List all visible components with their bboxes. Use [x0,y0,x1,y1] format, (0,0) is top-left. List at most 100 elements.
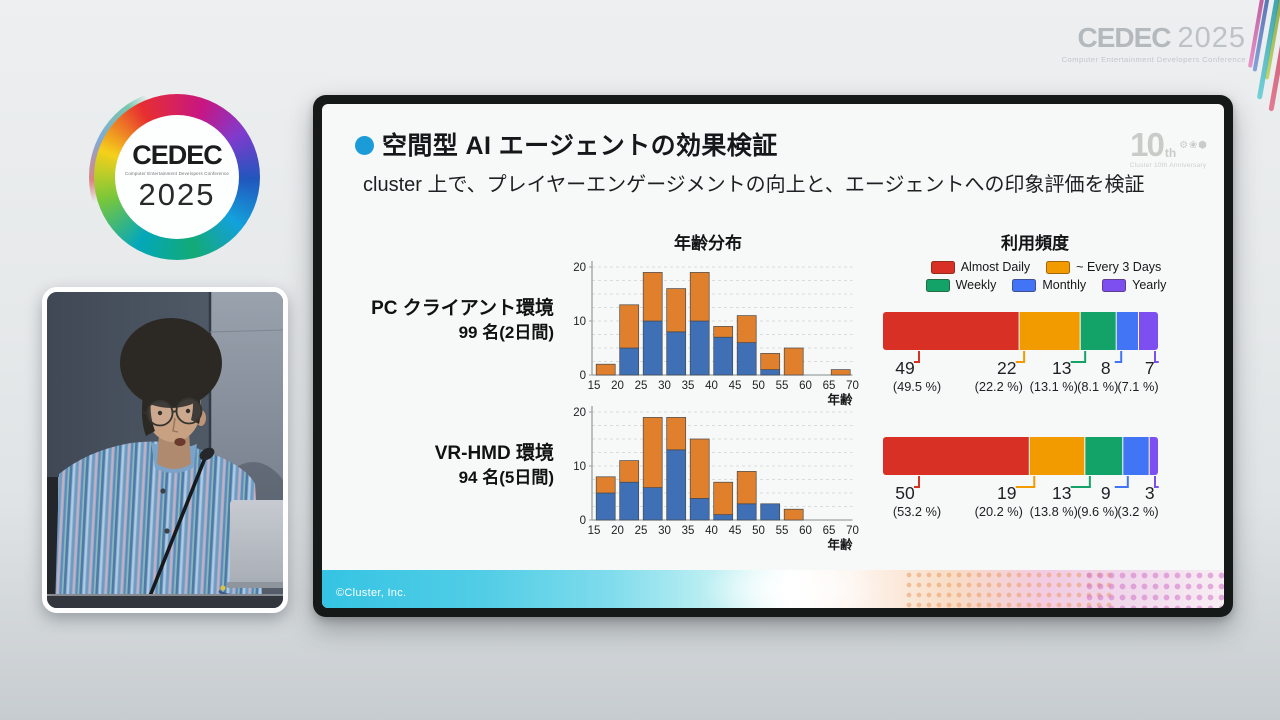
paint-streaks-decoration [1242,0,1280,140]
svg-text:15: 15 [588,525,601,537]
frequency-legend: Almost Daily ~ Every 3 Days Weekly Monthly… [874,260,1218,296]
svg-text:22: 22 [997,358,1016,378]
row-label-pc-title: PC クライアント環境 [371,298,554,319]
svg-text:50: 50 [752,525,765,537]
svg-text:0: 0 [580,370,586,382]
cedec-2025-logo: CEDEC Computer Entertainment Developers … [89,89,265,265]
svg-text:(8.1 %): (8.1 %) [1077,379,1118,394]
svg-text:(49.5 %): (49.5 %) [893,379,941,394]
legend-swatch-icon [930,260,955,274]
svg-text:15: 15 [588,380,601,392]
footer-dots-decoration [1084,570,1224,608]
svg-text:50: 50 [895,483,915,503]
svg-text:8: 8 [1101,358,1111,378]
svg-text:25: 25 [635,380,648,392]
svg-text:20: 20 [611,380,624,392]
slide-footer: ©Cluster, Inc. [322,570,1224,608]
svg-text:10: 10 [573,461,586,473]
speaker-scene [47,292,283,608]
svg-text:7: 7 [1145,358,1155,378]
legend-item: ~ Every 3 Days [1046,260,1161,274]
svg-text:10: 10 [573,316,586,328]
usage-frequency-bar-pc: 49(49.5 %) 22(22.2 %) 13(13.1 %) 8(8.1 %) 7(… [883,312,1159,394]
watermark-subtitle: Computer Entertainment Developers Confer… [1061,55,1246,64]
copyright: ©Cluster, Inc. [336,587,407,599]
svg-text:3: 3 [1145,483,1155,503]
column-header-age: 年齢分布 [674,234,742,253]
anniversary-number: 10 [1130,126,1165,163]
svg-text:65: 65 [823,380,836,392]
svg-text:0: 0 [580,515,586,527]
row-label-vr: VR-HMD 環境 94 名(5日間) [330,441,554,489]
row-label-vr-title: VR-HMD 環境 [434,443,554,464]
legend-label: ~ Every 3 Days [1076,260,1162,274]
legend-item: Weekly [925,278,997,292]
footer-dots-decoration [904,570,1114,608]
legend-swatch-icon [1046,260,1071,274]
legend-swatch-icon [925,278,950,292]
legend-label: Monthly [1042,278,1087,292]
svg-text:30: 30 [658,525,671,537]
speaker-video [42,287,288,613]
desk [47,596,283,608]
legend-swatch-icon [1102,278,1127,292]
footer-glow-decoration [702,570,882,608]
legend-swatch-icon [1012,278,1037,292]
svg-text:13: 13 [1052,483,1071,503]
svg-text:35: 35 [682,380,695,392]
legend-item: Almost Daily [930,260,1031,274]
svg-text:40: 40 [705,380,718,392]
slide-title: 空間型 AI エージェントの効果検証 [382,132,778,160]
cedec-2025-watermark: CEDEC 2025 Computer Entertainment Develo… [1062,24,1246,64]
svg-text:年齢: 年齢 [827,537,853,552]
logo-subtitle: Computer Entertainment Developers Confer… [125,171,229,177]
row-label-vr-sub: 94 名(5日間) [458,468,554,487]
laptop-left [47,477,59,598]
svg-text:35: 35 [682,525,695,537]
legend-item: Monthly [1012,278,1086,292]
svg-text:年齢: 年齢 [827,392,853,407]
legend-item: Yearly [1102,278,1166,292]
svg-text:60: 60 [799,525,812,537]
svg-text:(7.1 %): (7.1 %) [1117,379,1158,394]
speaker-person [55,318,263,608]
microphone [148,447,215,597]
svg-text:20: 20 [573,407,586,419]
usage-frequency-bar-vr: 50(53.2 %) 19(20.2 %) 13(13.8 %) 9(9.6 %) 3(… [883,437,1159,519]
anniversary-th: th [1164,146,1177,160]
legend-label: Weekly [955,278,997,292]
svg-text:20: 20 [573,262,586,274]
svg-text:70: 70 [846,525,859,537]
legend-label: Almost Daily [960,260,1031,274]
logo-year: 2025 [138,177,216,213]
column-header-frequency: 利用頻度 [1001,234,1069,253]
svg-text:25: 25 [635,525,648,537]
svg-text:(20.2 %): (20.2 %) [975,504,1023,519]
watermark-cedec: CEDEC [1077,22,1171,53]
svg-text:(13.1 %): (13.1 %) [1030,379,1078,394]
svg-text:45: 45 [729,380,742,392]
row-label-pc-sub: 99 名(2日間) [458,323,554,342]
svg-text:(3.2 %): (3.2 %) [1117,504,1158,519]
svg-text:49: 49 [895,358,914,378]
svg-text:9: 9 [1101,483,1111,503]
svg-text:50: 50 [752,380,765,392]
svg-text:13: 13 [1052,358,1071,378]
presentation-slide: 空間型 AI エージェントの効果検証 cluster 上で、プレイヤーエンゲージ… [313,95,1233,617]
svg-text:30: 30 [658,380,671,392]
svg-text:55: 55 [776,380,789,392]
watermark-year: 2025 [1177,22,1246,54]
legend-label: Yearly [1132,278,1167,292]
svg-text:(9.6 %): (9.6 %) [1077,504,1118,519]
svg-text:19: 19 [997,483,1016,503]
svg-text:(22.2 %): (22.2 %) [975,379,1023,394]
row-label-pc: PC クライアント環境 99 名(2日間) [330,296,554,344]
svg-text:20: 20 [611,525,624,537]
svg-text:70: 70 [846,380,859,392]
svg-text:(13.8 %): (13.8 %) [1030,504,1078,519]
slide-subtitle: cluster 上で、プレイヤーエンゲージメントの向上と、エージェントへの印象評… [363,174,1145,196]
gear-icons [1179,141,1206,151]
